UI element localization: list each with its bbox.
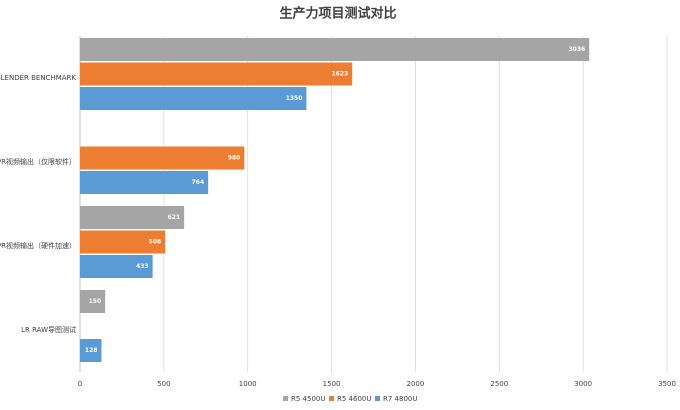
legend-swatch (329, 396, 334, 401)
value-label: 3036 (568, 46, 585, 53)
value-label: 433 (136, 263, 149, 270)
value-label: 150 (89, 298, 102, 305)
value-label: 128 (85, 347, 98, 354)
legend-label: R7 4800U (383, 395, 417, 403)
y-tick-label: PR视频输出（硬件加速） (0, 241, 76, 250)
legend-label: R5 4600U (337, 395, 371, 403)
value-label: 508 (149, 239, 162, 246)
x-tick-label: 2500 (490, 380, 508, 388)
y-tick-label: LR RAW导图测试 (21, 325, 76, 334)
bar (80, 339, 102, 362)
bar (80, 87, 307, 110)
x-tick-label: 500 (157, 380, 170, 388)
legend-swatch (375, 396, 380, 401)
x-tick-label: 3000 (574, 380, 592, 388)
x-tick-label: 1000 (239, 380, 257, 388)
y-tick-label: PR视频输出（仅限软件） (0, 157, 76, 166)
legend-swatch (283, 396, 288, 401)
chart-title: 生产力项目测试对比 (279, 6, 396, 22)
legend-label: R5 4500U (291, 395, 325, 403)
bar (80, 230, 166, 254)
bar (80, 255, 153, 278)
value-label: 980 (228, 155, 241, 162)
bar (80, 206, 185, 229)
value-label: 621 (168, 214, 181, 221)
y-tick-label: BLENDER BENCHMARK (0, 74, 76, 82)
value-label: 764 (192, 179, 205, 186)
bar (80, 146, 245, 170)
bar (80, 290, 106, 313)
x-tick-label: 2000 (407, 380, 425, 388)
x-tick-label: 0 (78, 380, 82, 388)
bar (80, 38, 590, 61)
value-label: 1623 (331, 71, 348, 78)
bar (80, 171, 209, 194)
value-label: 1350 (286, 95, 303, 102)
x-tick-label: 3500 (658, 380, 676, 388)
bar (80, 62, 353, 86)
x-tick-label: 1500 (323, 380, 341, 388)
